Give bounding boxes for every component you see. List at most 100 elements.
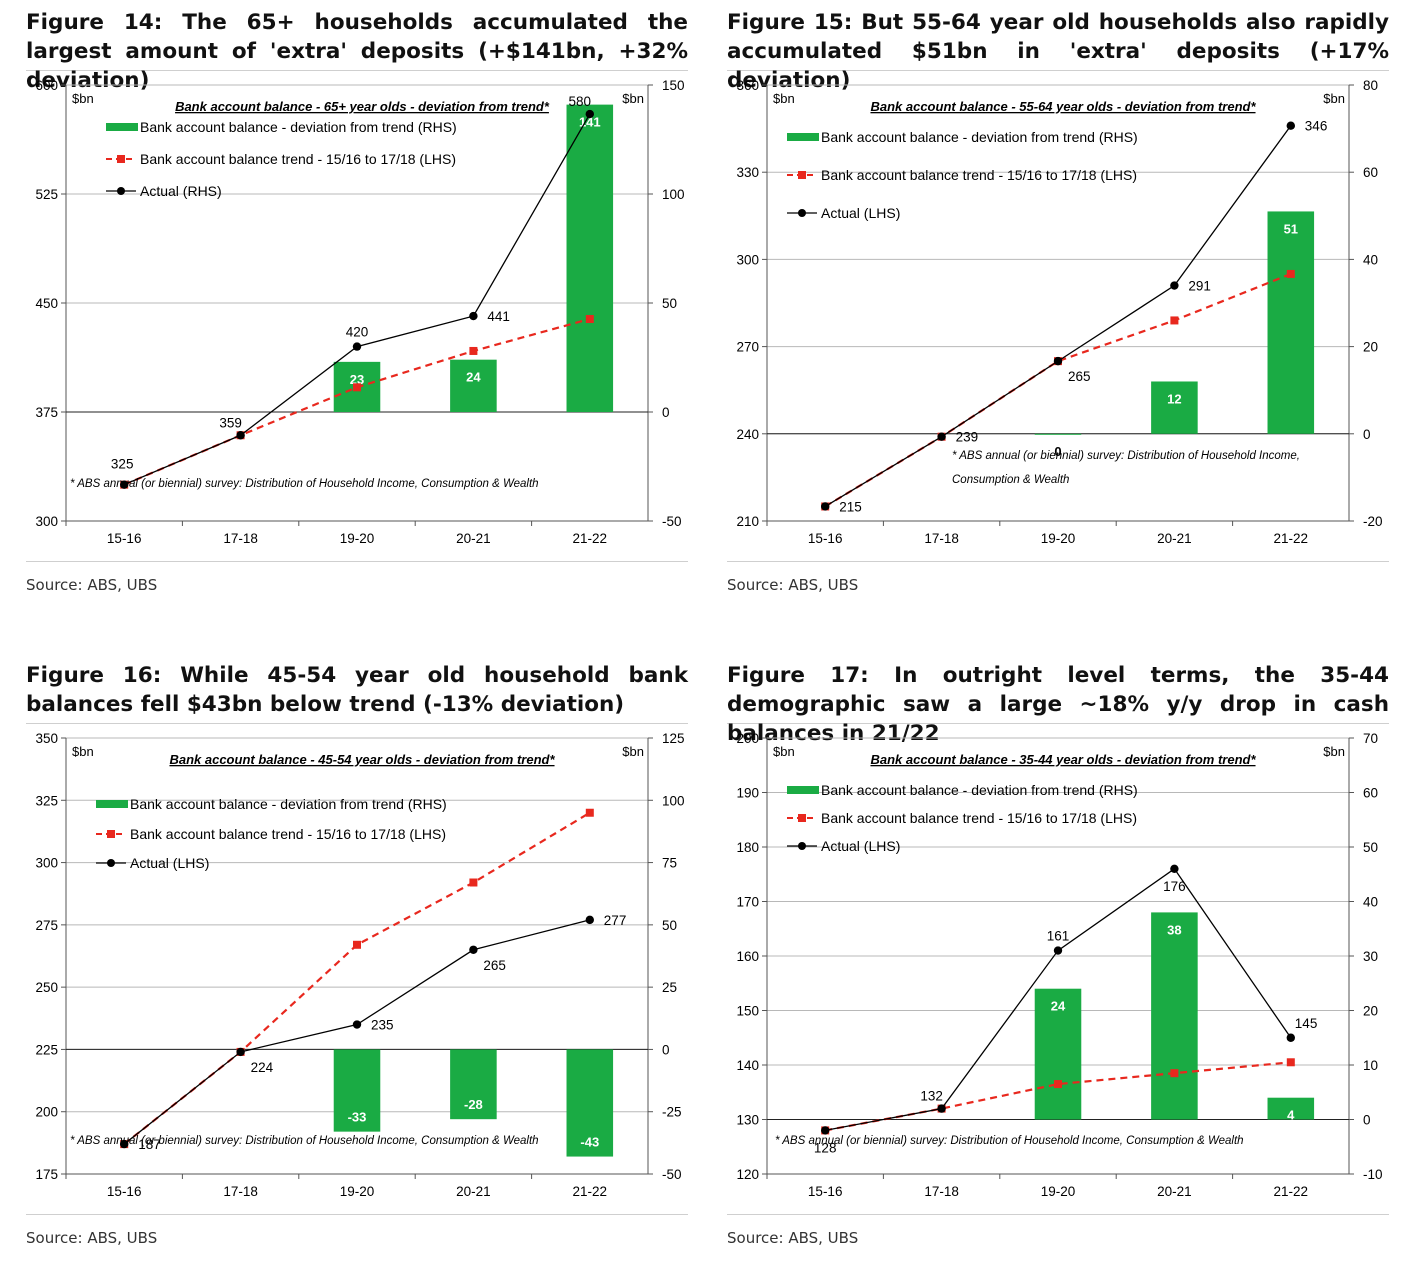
deviation-bar	[1151, 381, 1198, 434]
figure-title: Figure 17: In outright level terms, the …	[727, 663, 1389, 746]
actual-marker	[1170, 281, 1179, 290]
right-tick-label: 0	[1363, 1113, 1371, 1128]
right-tick-label: 80	[1363, 78, 1378, 93]
left-tick-label: 150	[736, 1004, 759, 1019]
right-tick-label: 60	[1363, 165, 1378, 180]
figure-title: Figure 14: The 65+ households accumulate…	[26, 10, 688, 93]
legend-swatch-actual-marker	[107, 859, 115, 867]
trend-marker	[1286, 269, 1295, 278]
right-tick-label: 75	[662, 856, 677, 871]
left-tick-label: 300	[35, 514, 58, 529]
bar-value-label: 24	[1051, 999, 1066, 1014]
legend-swatch-trend-marker	[117, 155, 125, 163]
actual-marker	[120, 1139, 129, 1149]
trend-marker	[469, 346, 478, 355]
left-unit-label: $bn	[773, 91, 795, 106]
actual-marker	[352, 342, 362, 351]
bar-value-label: 38	[1167, 922, 1181, 937]
left-tick-label: 120	[736, 1167, 759, 1182]
chart-title: Bank account balance - 65+ year olds - d…	[175, 99, 550, 114]
x-tick-label: 17-18	[223, 531, 258, 546]
actual-marker	[937, 432, 946, 441]
legend-swatch-bar	[96, 800, 128, 808]
legend-swatch-trend-marker	[107, 830, 115, 838]
bar-value-label: 4	[1287, 1108, 1295, 1123]
right-tick-label: 150	[662, 78, 685, 93]
legend-label: Actual (LHS)	[821, 205, 900, 221]
left-unit-label: $bn	[72, 91, 94, 106]
actual-value-label: 325	[111, 457, 134, 472]
deviation-bar	[1267, 211, 1315, 434]
right-tick-label: 20	[1363, 1004, 1378, 1019]
x-tick-label: 20-21	[456, 1184, 491, 1199]
x-tick-label: 17-18	[924, 1184, 959, 1199]
left-tick-label: 270	[736, 340, 759, 355]
legend-label: Bank account balance trend - 15/16 to 17…	[140, 151, 456, 167]
left-tick-label: 325	[35, 793, 58, 808]
actual-value-label: 265	[1068, 369, 1091, 384]
actual-marker	[1286, 121, 1295, 130]
right-tick-label: 10	[1363, 1058, 1378, 1073]
right-tick-label: -50	[662, 514, 682, 529]
chart-footnote: * ABS annual (or biennial) survey: Distr…	[70, 1135, 539, 1147]
right-tick-label: 20	[1363, 340, 1378, 355]
source-rule	[26, 561, 688, 562]
trend-marker	[353, 383, 361, 392]
trend-marker	[469, 878, 478, 887]
left-tick-label: 225	[35, 1042, 58, 1057]
left-tick-label: 250	[35, 980, 58, 995]
actual-marker	[821, 502, 830, 511]
legend-label: Bank account balance trend - 15/16 to 17…	[821, 810, 1137, 826]
x-tick-label: 17-18	[924, 531, 959, 546]
actual-marker	[120, 480, 129, 489]
deviation-bar	[1151, 912, 1198, 1120]
x-tick-label: 21-22	[1274, 1184, 1309, 1199]
trend-line	[824, 272, 1292, 508]
figure-17-chart: 120 130 140 150 160 170 180 190 200 -10 0 10 20 30 40 5…	[736, 731, 1382, 1199]
left-tick-label: 600	[35, 78, 58, 93]
bar-value-label: 24	[466, 370, 481, 385]
actual-value-label: 441	[487, 309, 510, 324]
actual-value-label: 346	[1305, 119, 1328, 134]
actual-marker	[1053, 946, 1063, 955]
title-rule	[727, 70, 1389, 71]
x-tick-label: 19-20	[1041, 1184, 1076, 1199]
actual-marker	[585, 109, 594, 119]
left-tick-label: 300	[736, 252, 759, 267]
right-tick-label: 50	[662, 296, 677, 311]
x-tick-label: 21-22	[573, 1184, 608, 1199]
actual-value-label: 128	[814, 1140, 837, 1155]
source-note: Source: ABS, UBS	[26, 1229, 158, 1247]
bar-value-label: 51	[1284, 221, 1298, 236]
trend-marker	[1286, 1058, 1295, 1067]
chart-title: Bank account balance - 55-64 year olds -…	[870, 99, 1256, 114]
actual-line	[123, 113, 591, 486]
right-tick-label: -20	[1363, 514, 1383, 529]
trend-marker	[585, 314, 594, 323]
legend-label: Bank account balance trend - 15/16 to 17…	[821, 167, 1137, 183]
x-tick-label: 17-18	[223, 1184, 258, 1199]
left-tick-label: 350	[35, 731, 58, 746]
right-tick-label: 60	[1363, 786, 1378, 801]
trend-marker	[585, 808, 594, 817]
bar-value-label: 0	[1054, 444, 1061, 459]
figure-15-chart: 210 240 270 300 330 360 -20 0 20 40 60 80 15-16 17-18…	[736, 78, 1383, 546]
deviation-bar	[566, 104, 614, 412]
chart-title: Bank account balance - 35-44 year olds -…	[870, 752, 1256, 767]
x-tick-label: 15-16	[107, 1184, 142, 1199]
x-tick-label: 19-20	[1041, 531, 1076, 546]
right-tick-label: 100	[662, 187, 685, 202]
trend-marker	[1170, 316, 1179, 325]
x-tick-label: 19-20	[340, 1184, 375, 1199]
figure-16-chart: 175 200 225 250 275 300 325 350 -50 -25 0 25 50 75 100…	[35, 731, 684, 1199]
bar-value-label: 12	[1167, 391, 1181, 406]
legend-label: Actual (LHS)	[130, 855, 209, 871]
title-rule	[727, 723, 1389, 724]
actual-marker	[352, 1020, 362, 1029]
source-note: Source: ABS, UBS	[727, 1229, 859, 1247]
chart-footnote: * ABS annual (or biennial) survey: Distr…	[952, 450, 1300, 462]
right-tick-label: 70	[1363, 731, 1378, 746]
actual-value-label: 132	[920, 1089, 943, 1104]
actual-value-label: 215	[839, 499, 862, 514]
left-tick-label: 130	[736, 1113, 759, 1128]
